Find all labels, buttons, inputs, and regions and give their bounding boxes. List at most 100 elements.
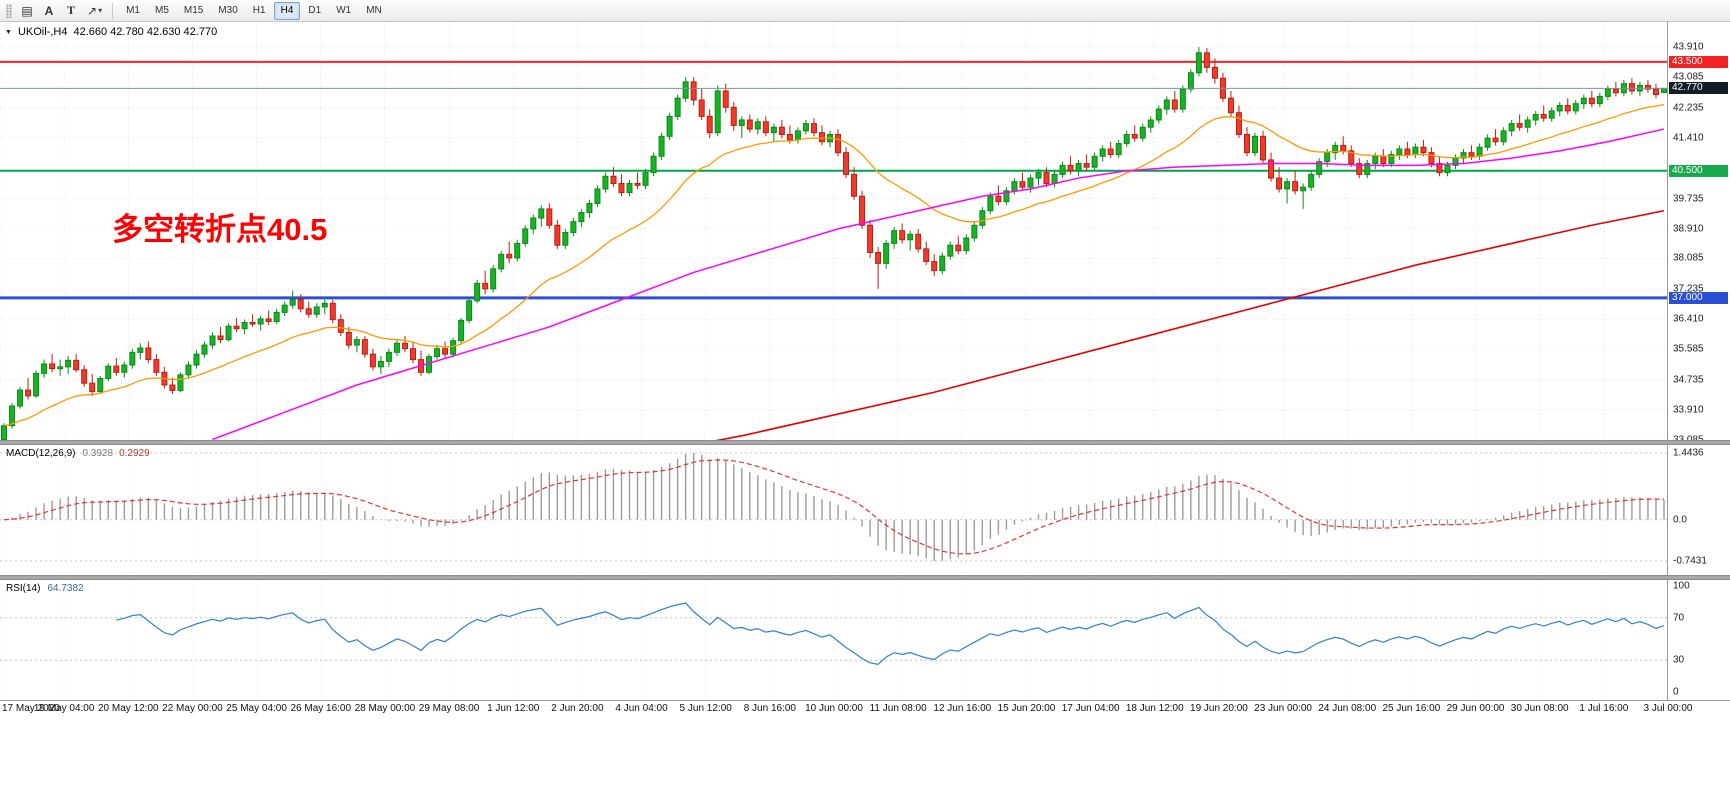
rsi-value: 64.7382 — [47, 583, 84, 594]
price-tick: 42.235 — [1673, 102, 1704, 114]
time-label: 20 May 12:00 — [97, 703, 159, 714]
time-label: 15 Jun 20:00 — [997, 703, 1056, 714]
price-tick: 37.235 — [1673, 283, 1704, 295]
grid-layer — [0, 22, 1668, 440]
time-label: 19 May 04:00 — [33, 703, 95, 714]
time-label: 5 Jun 12:00 — [679, 703, 732, 714]
tf-button-m30[interactable]: M30 — [211, 2, 244, 20]
shapes-dropdown-button[interactable]: ↗ ▾ — [83, 2, 106, 20]
macd-main-value: 0.3928 — [82, 448, 114, 459]
price-tick: 36.410 — [1673, 313, 1704, 325]
panel-splitter[interactable] — [0, 440, 1730, 445]
level-price-label: 43.500 — [1669, 55, 1728, 68]
chart-title: ▼ UKOil-,H4 42.660 42.780 42.630 42.770 — [5, 26, 217, 38]
toolbar-grip[interactable] — [6, 3, 12, 18]
time-label: 23 Jun 00:00 — [1254, 703, 1312, 714]
rsi-name: RSI(14) — [6, 583, 41, 594]
time-label: 4 Jun 04:00 — [615, 703, 668, 714]
time-label: 12 Jun 16:00 — [933, 703, 992, 714]
rsi-label: RSI(14) 64.7382 — [6, 583, 84, 594]
time-label: 25 Jun 16:00 — [1382, 703, 1441, 714]
price-tick: 41.410 — [1673, 132, 1704, 144]
text-tool-button[interactable]: T — [61, 2, 81, 20]
toolbar: ▤ A T ↗ ▾ M1 M5 M15 M30 H1 H4 D1 W1 MN — [0, 0, 1730, 22]
time-label: 1 Jul 16:00 — [1579, 703, 1629, 714]
rsi-axis-tick: 30 — [1673, 654, 1685, 666]
tf-button-h1[interactable]: H1 — [246, 2, 273, 20]
time-label: 22 May 00:00 — [162, 703, 223, 714]
current-price-label: 42.770 — [1669, 82, 1728, 95]
price-tick: 38.085 — [1673, 252, 1704, 264]
main-chart-panel: ▼ UKOil-,H4 42.660 42.780 42.630 42.770 … — [0, 22, 1730, 440]
rsi-chart[interactable] — [0, 580, 1668, 700]
macd-panel: MACD(12,26,9) 0.3928 0.2929 1.4436 0.0 -0.74… — [0, 445, 1730, 575]
time-label: 2 Jun 20:00 — [551, 703, 604, 714]
macd-label: MACD(12,26,9) 0.3928 0.2929 — [6, 448, 150, 459]
tf-button-m5[interactable]: M5 — [148, 2, 176, 20]
ma-mid-line — [212, 128, 1665, 440]
time-label: 29 May 08:00 — [418, 703, 480, 714]
price-tick: 33.085 — [1673, 434, 1704, 441]
time-label: 1 Jun 12:00 — [487, 703, 540, 714]
toolbar-separator — [112, 2, 114, 19]
arrow-shape-icon: ↗ — [87, 3, 98, 18]
macd-axis-max: 1.4436 — [1673, 447, 1704, 459]
tf-button-m15[interactable]: M15 — [177, 2, 210, 20]
price-tick: 38.910 — [1673, 223, 1704, 235]
price-tick: 35.585 — [1673, 343, 1704, 355]
price-tick: 34.735 — [1673, 374, 1704, 386]
rsi-axis[interactable]: 100 70 30 0 — [1667, 580, 1730, 700]
time-label: 24 Jun 08:00 — [1318, 703, 1377, 714]
time-label: 28 May 00:00 — [354, 703, 416, 714]
rsi-axis-tick: 0 — [1673, 686, 1679, 698]
time-label: 17 Jun 04:00 — [1061, 703, 1120, 714]
price-tick: 43.910 — [1673, 41, 1704, 53]
time-label: 17 May 2020 — [2, 703, 60, 714]
grid-layer — [0, 445, 1668, 575]
chart-grid-tool-button[interactable]: ▤ — [17, 2, 37, 20]
tf-button-h4[interactable]: H4 — [273, 1, 301, 20]
time-label: 8 Jun 16:00 — [743, 703, 796, 714]
grid-layer — [0, 580, 1668, 700]
tf-button-w1[interactable]: W1 — [329, 2, 358, 20]
tf-button-m1[interactable]: M1 — [119, 2, 147, 20]
chart-symbol-period: UKOil-,H4 — [17, 26, 68, 38]
time-label: 11 Jun 08:00 — [869, 703, 927, 714]
rsi-line — [116, 602, 1665, 666]
rsi-axis-tick: 100 — [1673, 580, 1690, 592]
time-axis[interactable]: 17 May 2020 19 May 04:00 20 May 12:00 22 Ma… — [0, 700, 1730, 717]
timeframe-toolbar: M1 M5 M15 M30 H1 H4 D1 W1 MN — [119, 1, 389, 20]
time-label: 25 May 04:00 — [226, 703, 287, 714]
rsi-axis-tick: 70 — [1673, 612, 1685, 624]
time-label: 26 May 16:00 — [290, 703, 352, 714]
caret-down-icon: ▾ — [98, 6, 103, 15]
ma-slow-line — [715, 209, 1665, 440]
price-axis[interactable]: 43.910 43.085 42.235 41.410 39.735 38.910 38.0… — [1667, 22, 1730, 440]
macd-signal-line — [3, 459, 1664, 555]
time-label: 19 Jun 20:00 — [1190, 703, 1248, 714]
macd-axis[interactable]: 1.4436 0.0 -0.7431 — [1667, 445, 1730, 575]
macd-name: MACD(12,26,9) — [6, 448, 76, 459]
text-label-tool-button[interactable]: A — [39, 2, 59, 20]
level-price-label: 37.000 — [1669, 291, 1728, 304]
level-price-label: 40.500 — [1669, 164, 1728, 177]
chart-annotation-text[interactable]: 多空转折点40.5 — [112, 212, 328, 247]
tf-button-d1[interactable]: D1 — [301, 2, 328, 20]
time-label: 10 Jun 00:00 — [805, 703, 863, 714]
price-chart[interactable] — [0, 22, 1668, 440]
tf-button-mn[interactable]: MN — [359, 2, 389, 20]
macd-signal-value: 0.2929 — [119, 448, 150, 459]
ma-lines-layer — [3, 103, 1665, 440]
price-tick: 39.735 — [1673, 193, 1704, 205]
panel-splitter[interactable] — [0, 575, 1730, 580]
macd-chart[interactable] — [0, 445, 1668, 575]
rsi-panel: RSI(14) 64.7382 100 70 30 0 — [0, 580, 1730, 700]
price-tick: 43.085 — [1673, 71, 1704, 83]
price-tick: 33.910 — [1673, 404, 1704, 416]
time-label: 30 Jun 08:00 — [1510, 703, 1569, 714]
time-label: 29 Jun 00:00 — [1446, 703, 1505, 714]
time-label: 18 Jun 12:00 — [1125, 703, 1184, 714]
collapse-arrow-icon[interactable]: ▼ — [5, 28, 12, 36]
chart-ohlc-values: 42.660 42.780 42.630 42.770 — [73, 26, 218, 38]
horizontal-level-lines — [0, 60, 1668, 300]
